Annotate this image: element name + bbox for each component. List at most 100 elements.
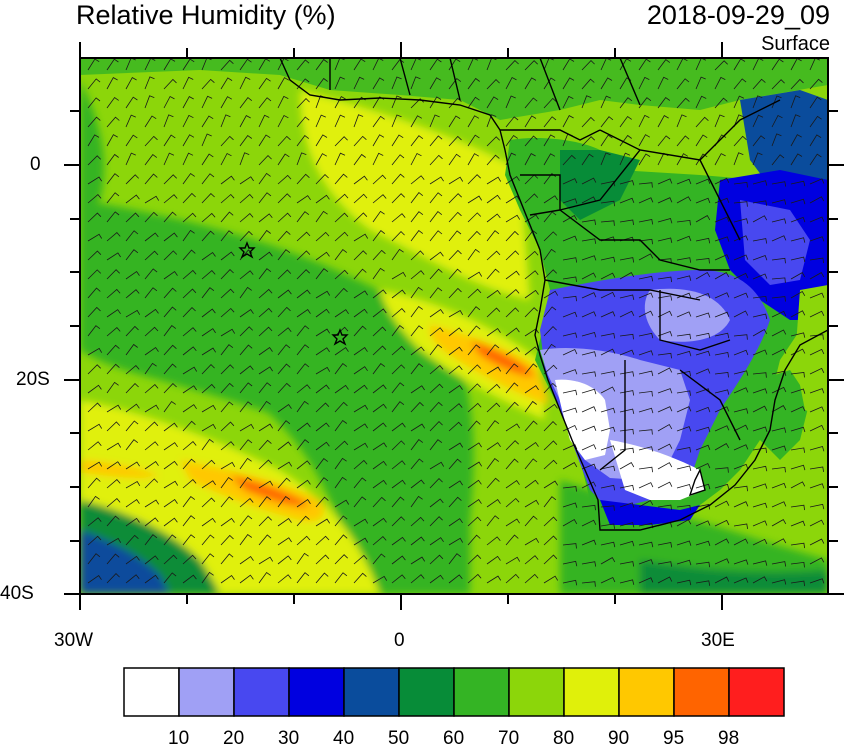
wind-barb: [733, 135, 747, 147]
wind-barb: [771, 466, 786, 473]
wind-barb: [220, 328, 236, 337]
wind-barb: [543, 459, 558, 470]
wind-barb: [676, 275, 692, 281]
wind-barb: [638, 390, 653, 397]
wind-barb: [296, 289, 311, 299]
wind-barb: [372, 77, 385, 90]
wind-barb: [220, 230, 234, 242]
wind-barb: [391, 154, 405, 166]
wind-barb: [296, 173, 310, 185]
wind-barb: [486, 96, 499, 109]
wind-barb: [581, 581, 596, 587]
wind-barb: [334, 515, 348, 527]
wind-barb: [258, 307, 273, 318]
wind-barb: [391, 231, 405, 242]
wind-barb: [448, 287, 462, 299]
wind-barb: [106, 404, 122, 413]
wind-barb: [524, 307, 538, 318]
wind-barb: [505, 76, 517, 90]
wind-barb: [733, 201, 748, 207]
wind-barb: [163, 287, 177, 299]
wind-barb: [87, 535, 102, 546]
wind-barb: [752, 114, 764, 128]
wind-barb: [429, 516, 443, 527]
wind-barb: [163, 572, 177, 584]
wind-barb: [239, 457, 252, 470]
wind-barb: [467, 174, 481, 185]
wind-barb: [429, 344, 443, 356]
wind-barb: [809, 236, 825, 242]
wind-barb: [391, 422, 406, 432]
wind-barb: [296, 499, 311, 508]
wind-barb: [505, 176, 520, 185]
wind-barb: [619, 579, 635, 585]
wind-barb: [410, 286, 423, 299]
wind-barb: [752, 520, 768, 527]
wind-barb: [201, 553, 215, 565]
wind-barb: [410, 211, 424, 223]
wind-barb: [353, 347, 368, 356]
wind-barb: [144, 232, 159, 242]
wind-barb: [562, 502, 578, 508]
wind-barb: [771, 95, 782, 109]
wind-barb: [296, 250, 311, 261]
wind-barb: [201, 78, 215, 90]
wind-barb: [600, 180, 616, 187]
wind-barb: [315, 134, 328, 147]
wind-barb: [239, 534, 253, 546]
wind-barb: [790, 216, 806, 223]
wind-barb: [486, 383, 501, 394]
wind-barb: [239, 498, 254, 508]
island-star-2: [331, 328, 349, 346]
wind-barb: [790, 198, 806, 205]
wind-barb: [448, 384, 463, 394]
wind-barb: [125, 365, 140, 375]
wind-barb: [790, 426, 806, 433]
wind-barb: [201, 423, 217, 432]
wind-barb: [429, 77, 442, 90]
wind-barb: [600, 523, 615, 529]
wind-barb: [562, 389, 578, 396]
wind-barb: [619, 180, 635, 186]
wind-barb: [809, 272, 825, 280]
wind-barb: [144, 461, 159, 470]
colorbar-swatch: [398, 667, 455, 717]
wind-barb: [372, 210, 385, 223]
wind-barb: [600, 348, 616, 356]
wind-barb: [163, 422, 178, 432]
wind-barb: [695, 332, 711, 339]
wind-barb: [201, 133, 212, 147]
wind-barb: [714, 483, 730, 490]
wind-barb: [505, 307, 520, 318]
wind-barb: [543, 97, 557, 109]
wind-barb: [201, 347, 217, 356]
wind-barb: [220, 441, 235, 451]
wind-barb: [277, 114, 289, 128]
wind-barb: [220, 307, 235, 318]
wind-barb: [809, 388, 825, 394]
wind-barb: [353, 153, 366, 166]
wind-barb: [296, 116, 310, 128]
wind-barb: [676, 350, 692, 357]
wind-barb: [125, 325, 139, 337]
wind-barb: [524, 400, 537, 413]
wind-barb: [543, 58, 554, 71]
wind-barb: [258, 439, 272, 451]
wind-barb: [467, 420, 481, 432]
wind-barb: [733, 424, 749, 432]
wind-barb: [391, 496, 405, 508]
wind-barb: [372, 422, 387, 432]
wind-barb: [638, 253, 654, 261]
wind-barb: [638, 310, 654, 318]
wind-barb: [809, 310, 825, 318]
wind-barb: [429, 96, 442, 109]
wind-barb: [239, 423, 255, 432]
wind-barb: [296, 422, 311, 432]
wind-barb: [638, 332, 654, 339]
wind-barb: [353, 459, 368, 470]
wind-barb: [467, 479, 482, 489]
wind-barb: [296, 325, 310, 337]
wind-barb: [391, 364, 406, 375]
wind-barb: [657, 258, 672, 264]
wind-barb: [505, 497, 520, 508]
